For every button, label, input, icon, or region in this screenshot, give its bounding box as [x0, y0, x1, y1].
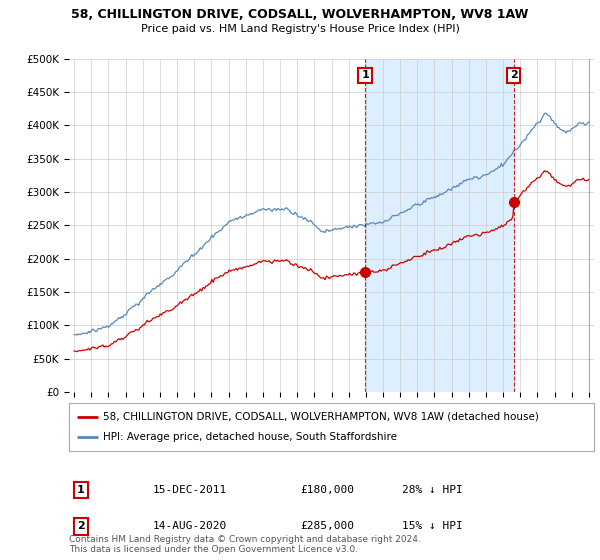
Text: HPI: Average price, detached house, South Staffordshire: HPI: Average price, detached house, Sout…	[103, 432, 397, 442]
Text: 28% ↓ HPI: 28% ↓ HPI	[402, 485, 463, 495]
Text: £180,000: £180,000	[300, 485, 354, 495]
Text: £285,000: £285,000	[300, 521, 354, 531]
Text: 15-DEC-2011: 15-DEC-2011	[153, 485, 227, 495]
Text: 1: 1	[77, 485, 85, 495]
Text: 58, CHILLINGTON DRIVE, CODSALL, WOLVERHAMPTON, WV8 1AW (detached house): 58, CHILLINGTON DRIVE, CODSALL, WOLVERHA…	[103, 412, 539, 422]
Text: 58, CHILLINGTON DRIVE, CODSALL, WOLVERHAMPTON, WV8 1AW: 58, CHILLINGTON DRIVE, CODSALL, WOLVERHA…	[71, 8, 529, 21]
Text: 14-AUG-2020: 14-AUG-2020	[153, 521, 227, 531]
Text: Contains HM Land Registry data © Crown copyright and database right 2024.
This d: Contains HM Land Registry data © Crown c…	[69, 535, 421, 554]
Text: 1: 1	[361, 71, 369, 81]
Text: 2: 2	[510, 71, 518, 81]
Text: Price paid vs. HM Land Registry's House Price Index (HPI): Price paid vs. HM Land Registry's House …	[140, 24, 460, 34]
Text: 15% ↓ HPI: 15% ↓ HPI	[402, 521, 463, 531]
Text: 2: 2	[77, 521, 85, 531]
Bar	[365, 59, 514, 392]
